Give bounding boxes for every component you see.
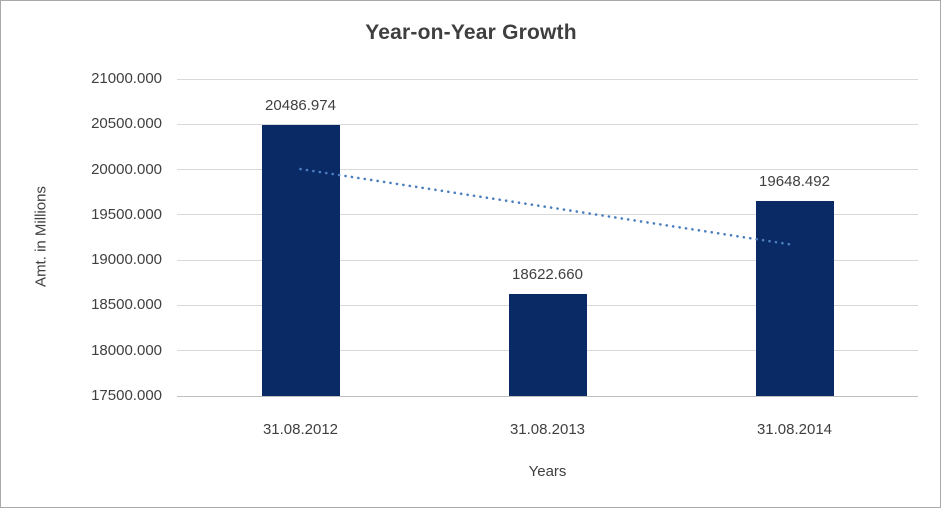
bar xyxy=(755,201,834,396)
bar xyxy=(508,294,587,396)
y-tick-label: 20500.000 xyxy=(91,115,162,133)
y-tick-label: 18500.000 xyxy=(91,296,162,314)
gridline xyxy=(177,78,918,80)
x-axis-line xyxy=(177,395,918,397)
gridline xyxy=(177,123,918,125)
bar xyxy=(261,125,340,396)
chart-title: Year-on-Year Growth xyxy=(365,21,577,44)
value-label: 20486.974 xyxy=(265,97,336,115)
y-tick-label: 20000.000 xyxy=(91,160,162,178)
category-label: 31.08.2013 xyxy=(509,421,586,438)
y-tick-label: 17500.000 xyxy=(91,387,162,404)
x-axis-title: Years xyxy=(528,463,567,480)
value-label: 19648.492 xyxy=(759,173,830,191)
y-tick-label: 21000.000 xyxy=(91,70,162,87)
category-label: 31.08.2014 xyxy=(756,421,833,438)
category-label: 31.08.2012 xyxy=(262,421,339,438)
value-label: 18622.660 xyxy=(512,266,583,284)
y-tick-label: 19500.000 xyxy=(91,205,162,223)
y-tick-label: 18000.000 xyxy=(91,341,162,359)
y-tick-label: 19000.000 xyxy=(91,251,162,269)
gridline xyxy=(177,259,918,261)
